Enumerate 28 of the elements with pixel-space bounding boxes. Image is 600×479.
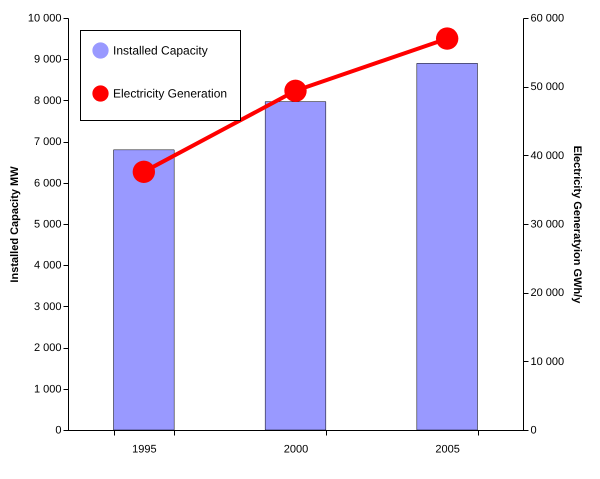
y2-tick-label: 50 000 [530,81,564,94]
y2-tick-label: 30 000 [530,218,564,230]
y-tick-label: 2 000 [34,342,62,354]
y-tick-label: 3 000 [34,300,62,313]
y-tick-label: 10 000 [28,12,62,24]
y-tick-label: 8 000 [34,94,62,107]
y-tick-label: 5 000 [34,218,62,230]
point [284,80,307,102]
y2-tick-label: 0 [530,424,537,436]
x-tick-label: 2000 [284,444,308,456]
y-tick-label: 0 [55,424,62,436]
y2-tick-label: 40 000 [530,150,564,162]
y2-tick-label: 20 000 [530,287,564,300]
y-tick-label: 4 000 [34,260,62,272]
point [132,160,156,183]
y2-tick-label: 10 000 [530,356,564,368]
y2-axis-title: Electricity Generatyion GWh/y [571,146,584,304]
y-tick-label: 9 000 [34,54,62,66]
legend-label: Electricity Generation [113,86,228,100]
x-tick-label: 1995 [132,444,157,456]
y-tick-label: 7 000 [34,136,62,148]
point [436,27,458,50]
legend-label: Installed Capacity [113,44,208,58]
y2-tick-label: 60 000 [530,12,564,24]
y-axis-title: Installed Capacity MW [8,166,21,283]
x-tick-label: 2005 [435,444,460,456]
y-tick-label: 6 000 [34,177,62,190]
y-tick-label: 1 000 [34,383,62,396]
